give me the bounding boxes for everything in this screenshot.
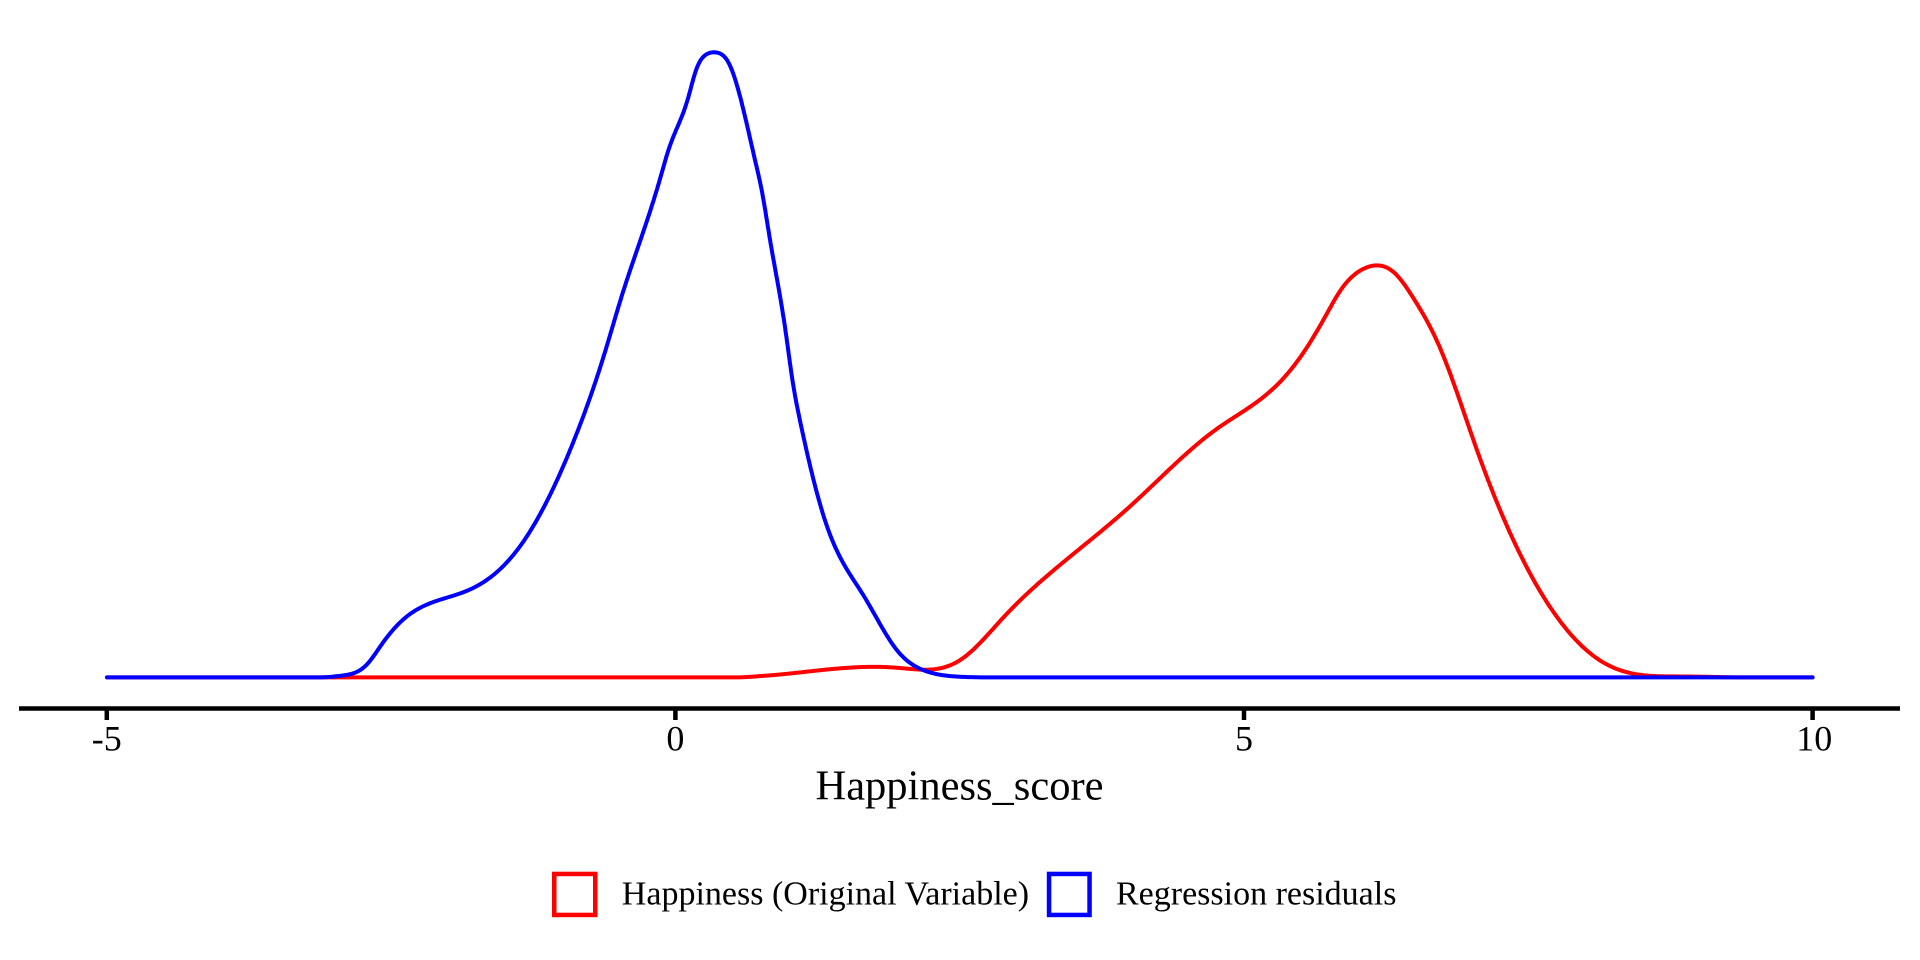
svg-text:-5: -5 bbox=[92, 719, 122, 759]
svg-text:Regression residuals: Regression residuals bbox=[1116, 876, 1396, 913]
svg-text:Happiness_score: Happiness_score bbox=[816, 763, 1104, 810]
svg-text:Happiness (Original Variable): Happiness (Original Variable) bbox=[622, 876, 1029, 913]
svg-text:5: 5 bbox=[1235, 719, 1253, 759]
svg-text:0: 0 bbox=[666, 719, 684, 759]
svg-text:10: 10 bbox=[1796, 719, 1832, 759]
